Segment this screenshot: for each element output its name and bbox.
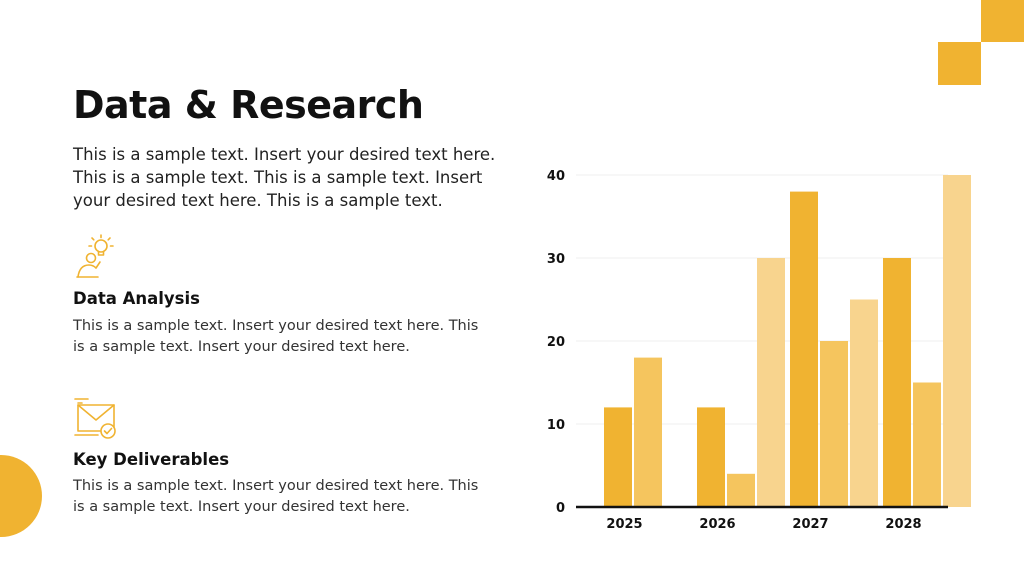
- intro-paragraph: This is a sample text. Insert your desir…: [73, 145, 496, 210]
- lightbulb-idea-icon: [72, 232, 120, 280]
- decorative-square-bottom: [938, 42, 981, 85]
- bar: [850, 299, 878, 507]
- feature-text-data-analysis: This is a sample text. Insert your desir…: [73, 318, 479, 355]
- decorative-square-top: [981, 0, 1024, 42]
- bar: [727, 473, 755, 507]
- bar: [943, 175, 971, 507]
- bar: [883, 258, 911, 507]
- bar: [757, 258, 785, 507]
- x-category-label: 2025: [606, 517, 642, 532]
- bar: [697, 407, 725, 507]
- bar: [790, 191, 818, 507]
- feature-title-key-deliverables: Key Deliverables: [73, 450, 230, 469]
- bar: [634, 357, 662, 507]
- slide-title: Data & Research: [73, 83, 424, 127]
- y-tick-label: 20: [547, 335, 565, 350]
- envelope-check-icon: [72, 393, 120, 441]
- feature-text-key-deliverables: This is a sample text. Insert your desir…: [73, 478, 479, 515]
- x-category-label: 2026: [699, 517, 735, 532]
- feature-title-data-analysis: Data Analysis: [73, 289, 200, 308]
- x-category-label: 2027: [792, 517, 828, 532]
- y-tick-label: 40: [547, 169, 565, 184]
- bar: [820, 341, 848, 507]
- y-tick-label: 30: [547, 252, 565, 267]
- bar: [913, 382, 941, 507]
- x-category-label: 2028: [885, 517, 921, 532]
- y-tick-label: 0: [556, 501, 565, 516]
- y-tick-label: 10: [547, 418, 565, 433]
- bar: [604, 407, 632, 507]
